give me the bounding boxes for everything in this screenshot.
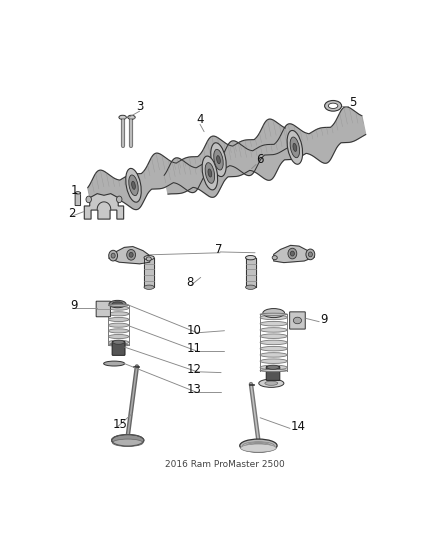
Text: 2: 2 xyxy=(67,207,75,220)
Polygon shape xyxy=(109,247,150,264)
Ellipse shape xyxy=(108,335,129,338)
Ellipse shape xyxy=(119,115,127,119)
Ellipse shape xyxy=(217,156,220,164)
Text: 10: 10 xyxy=(187,324,201,337)
Ellipse shape xyxy=(126,168,141,202)
Text: 14: 14 xyxy=(291,420,306,433)
Circle shape xyxy=(109,251,117,261)
Text: 13: 13 xyxy=(187,383,201,396)
Ellipse shape xyxy=(260,328,287,332)
Ellipse shape xyxy=(205,163,215,183)
Ellipse shape xyxy=(260,321,287,326)
Ellipse shape xyxy=(109,301,126,308)
Text: 3: 3 xyxy=(136,100,144,113)
Ellipse shape xyxy=(117,196,122,203)
Ellipse shape xyxy=(293,317,301,324)
Ellipse shape xyxy=(211,143,226,176)
Ellipse shape xyxy=(129,175,138,196)
Ellipse shape xyxy=(128,115,135,119)
Ellipse shape xyxy=(214,149,223,170)
Ellipse shape xyxy=(260,346,287,351)
Ellipse shape xyxy=(113,439,143,447)
Ellipse shape xyxy=(108,323,129,327)
Ellipse shape xyxy=(108,344,129,346)
Ellipse shape xyxy=(108,318,129,321)
Ellipse shape xyxy=(293,143,297,151)
FancyBboxPatch shape xyxy=(96,301,110,317)
Ellipse shape xyxy=(259,379,284,387)
Polygon shape xyxy=(164,107,366,197)
Circle shape xyxy=(288,248,297,259)
Polygon shape xyxy=(84,193,124,219)
Ellipse shape xyxy=(108,306,129,310)
Text: 12: 12 xyxy=(187,362,201,376)
Polygon shape xyxy=(246,257,256,287)
Ellipse shape xyxy=(112,434,144,446)
Text: 1: 1 xyxy=(71,184,78,197)
Ellipse shape xyxy=(75,191,80,194)
FancyBboxPatch shape xyxy=(112,342,125,356)
Ellipse shape xyxy=(328,103,338,109)
Ellipse shape xyxy=(108,304,129,306)
Text: 9: 9 xyxy=(70,299,78,312)
Ellipse shape xyxy=(146,257,151,261)
Text: 4: 4 xyxy=(197,113,204,126)
Circle shape xyxy=(111,253,115,258)
Ellipse shape xyxy=(287,131,303,164)
Text: 8: 8 xyxy=(187,276,194,288)
FancyBboxPatch shape xyxy=(75,192,81,206)
Ellipse shape xyxy=(86,196,92,203)
Ellipse shape xyxy=(260,334,287,338)
Ellipse shape xyxy=(202,156,218,190)
Polygon shape xyxy=(274,245,314,263)
Ellipse shape xyxy=(260,365,287,370)
Ellipse shape xyxy=(246,255,256,260)
Ellipse shape xyxy=(260,369,287,372)
Ellipse shape xyxy=(144,255,154,260)
Ellipse shape xyxy=(104,361,125,366)
Ellipse shape xyxy=(272,256,277,260)
Circle shape xyxy=(129,252,133,257)
Ellipse shape xyxy=(260,353,287,357)
Ellipse shape xyxy=(265,381,278,385)
Polygon shape xyxy=(144,257,154,287)
Ellipse shape xyxy=(290,137,300,158)
Ellipse shape xyxy=(108,329,129,333)
Text: 7: 7 xyxy=(215,243,223,256)
Ellipse shape xyxy=(260,313,287,316)
Text: 2016 Ram ProMaster 2500: 2016 Ram ProMaster 2500 xyxy=(165,460,284,469)
Ellipse shape xyxy=(263,309,285,318)
Ellipse shape xyxy=(260,340,287,345)
Ellipse shape xyxy=(260,315,287,320)
Ellipse shape xyxy=(132,181,135,189)
Polygon shape xyxy=(88,119,289,209)
Text: 9: 9 xyxy=(320,312,328,326)
FancyBboxPatch shape xyxy=(266,366,280,381)
Text: 15: 15 xyxy=(113,418,127,431)
Circle shape xyxy=(127,249,135,260)
Circle shape xyxy=(306,249,315,260)
Text: 5: 5 xyxy=(350,96,357,109)
Text: 6: 6 xyxy=(256,154,264,166)
Circle shape xyxy=(290,251,294,256)
Ellipse shape xyxy=(108,312,129,316)
Ellipse shape xyxy=(325,101,342,111)
Text: 11: 11 xyxy=(187,342,201,355)
Ellipse shape xyxy=(144,285,154,289)
FancyBboxPatch shape xyxy=(290,312,305,329)
Ellipse shape xyxy=(267,365,279,369)
Ellipse shape xyxy=(113,340,124,344)
Circle shape xyxy=(308,252,312,257)
Ellipse shape xyxy=(112,302,123,306)
Ellipse shape xyxy=(208,169,212,177)
Ellipse shape xyxy=(246,285,256,289)
Ellipse shape xyxy=(240,439,277,452)
Ellipse shape xyxy=(260,359,287,364)
Ellipse shape xyxy=(108,340,129,344)
Ellipse shape xyxy=(240,444,276,452)
